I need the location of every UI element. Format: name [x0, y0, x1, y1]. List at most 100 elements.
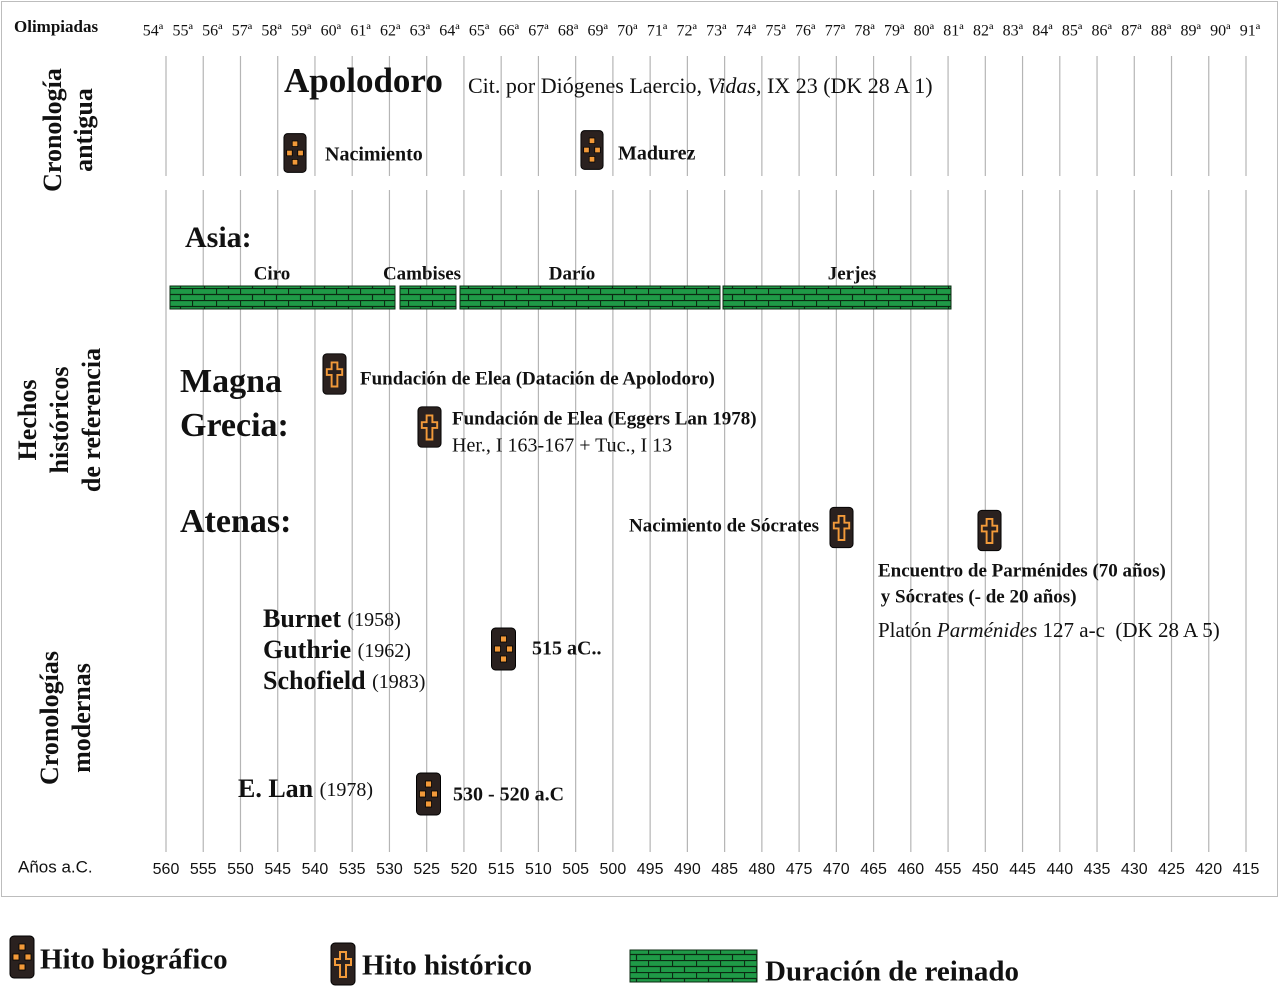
year-label: 530	[376, 861, 403, 878]
olympiads-label: Olimpiadas	[14, 17, 98, 36]
olympiad-label: 55ª	[172, 23, 193, 40]
bio-icon	[415, 772, 442, 816]
event-label: Madurez	[618, 143, 696, 165]
olympiad-label: 91ª	[1240, 23, 1261, 40]
region-label: Atenas:	[180, 503, 291, 540]
hist-icon	[417, 405, 442, 449]
olympiad-label: 72ª	[676, 23, 697, 40]
olympiad-label: 66ª	[499, 23, 520, 40]
olympiad-label: 60ª	[321, 23, 342, 40]
region-label: Magna	[180, 363, 282, 400]
olympiad-label: 67ª	[528, 23, 549, 40]
section-heading: de referencia	[77, 348, 106, 492]
source-part: Parménides	[936, 618, 1037, 642]
section-heading: modernas	[67, 663, 96, 773]
author-name: E. Lan	[238, 774, 314, 803]
author-entry: Burnet (1958)	[263, 604, 401, 633]
olympiad-label: 74ª	[736, 23, 757, 40]
section-heading: Cronología	[38, 68, 67, 192]
olympiad-label: 63ª	[410, 23, 431, 40]
olympiad-label: 79ª	[884, 23, 905, 40]
event-label: Encuentro de Parménides (70 años)	[878, 560, 1166, 581]
olympiad-label: 70ª	[617, 23, 638, 40]
source-part: Vidas	[708, 73, 756, 98]
author-name: Guthrie	[263, 635, 351, 664]
year-label: 495	[637, 861, 664, 878]
bio-icon	[283, 133, 307, 173]
year-label: 415	[1233, 861, 1260, 878]
reign-bar	[169, 285, 396, 310]
year-label: 540	[302, 861, 329, 878]
source-part: Cit. por Diógenes Laercio,	[468, 73, 708, 98]
author-year: (1983)	[372, 671, 425, 693]
author-entry: Schofield (1983)	[263, 666, 425, 695]
year-label: 490	[674, 861, 701, 878]
author-year: (1962)	[358, 640, 411, 662]
hist-icon	[322, 352, 347, 396]
year-label: 480	[749, 861, 776, 878]
olympiad-label: 85ª	[1062, 23, 1083, 40]
event-label: Nacimiento de Sócrates	[629, 515, 819, 536]
author-name: Schofield	[263, 666, 366, 695]
olympiad-label: 65ª	[469, 23, 490, 40]
event-label: Nacimiento	[325, 144, 423, 166]
year-label: 420	[1195, 861, 1222, 878]
author-entry: Guthrie (1962)	[263, 635, 411, 664]
author-year: (1958)	[348, 609, 401, 631]
olympiad-label: 61ª	[350, 23, 371, 40]
year-label: 535	[339, 861, 366, 878]
olympiad-label: 75ª	[765, 23, 786, 40]
bio-icon	[490, 627, 517, 671]
olympiad-label: 86ª	[1092, 23, 1113, 40]
region-label: Asia:	[185, 221, 252, 254]
year-label: 545	[264, 861, 291, 878]
olympiad-label: 62ª	[380, 23, 401, 40]
year-label: 515	[488, 861, 515, 878]
section-heading: antigua	[69, 88, 98, 172]
reign-bar	[399, 285, 457, 310]
olympiad-label: 73ª	[706, 23, 727, 40]
year-label: 520	[451, 861, 478, 878]
reign-label: Cambises	[383, 263, 461, 284]
event-label: Fundación de Elea (Datación de Apolodoro…	[360, 368, 715, 389]
olympiad-label: 78ª	[854, 23, 875, 40]
date-label: 530 - 520 a.C	[453, 784, 564, 806]
year-label: 430	[1121, 861, 1148, 878]
olympiad-label: 84ª	[1032, 23, 1053, 40]
event-label: y Sócrates (- de 20 años)	[876, 586, 1077, 607]
year-label: 470	[823, 861, 850, 878]
year-label: 525	[413, 861, 440, 878]
legend-label: Duración de reinado	[765, 956, 1019, 986]
frame	[1, 1, 1278, 897]
source: Cit. por Diógenes Laercio, Vidas, IX 23 …	[468, 73, 933, 98]
legend-label: Hito biográfico	[40, 944, 228, 976]
section-heading: Cronologías	[35, 651, 64, 785]
year-label: 435	[1084, 861, 1111, 878]
olympiad-label: 71ª	[647, 23, 668, 40]
olympiad-label: 80ª	[914, 23, 935, 40]
source-part: Platón	[878, 618, 937, 642]
year-label: 450	[972, 861, 999, 878]
source-part: , IX 23 (DK 28 A 1)	[756, 73, 933, 98]
olympiad-label: 81ª	[943, 23, 964, 40]
year-label: 485	[711, 861, 738, 878]
year-label: 510	[525, 861, 552, 878]
reign-label: Jerjes	[828, 263, 877, 284]
olympiad-label: 59ª	[291, 23, 312, 40]
source-part: 127 a-c (DK 28 A 5)	[1037, 618, 1220, 642]
year-label: 440	[1046, 861, 1073, 878]
reign-label: Darío	[549, 263, 595, 284]
author-year: (1978)	[320, 779, 373, 801]
year-label: 445	[1009, 861, 1036, 878]
reign-label: Ciro	[254, 263, 291, 284]
legend-reign-swatch	[629, 949, 758, 983]
years-label: Años a.C.	[18, 857, 93, 876]
event-source: Platón Parménides 127 a-c (DK 28 A 5)	[878, 618, 1220, 642]
olympiad-label: 64ª	[439, 23, 460, 40]
event-source: Her., I 163-167 + Tuc., I 13	[452, 435, 672, 457]
legend-hist-icon	[330, 942, 356, 986]
hist-icon	[829, 506, 854, 549]
author: Apolodoro	[284, 61, 443, 100]
year-label: 425	[1158, 861, 1185, 878]
